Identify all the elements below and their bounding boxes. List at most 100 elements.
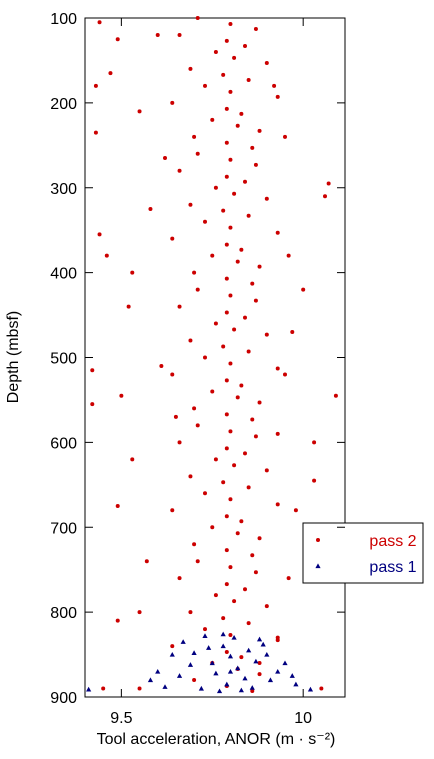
y-tick-label: 500 (50, 351, 77, 368)
data-point (239, 655, 244, 660)
data-point (188, 66, 193, 71)
data-point (238, 687, 244, 693)
y-tick-label: 100 (50, 11, 77, 28)
data-point (242, 675, 248, 681)
data-point (137, 686, 142, 691)
data-point (203, 627, 207, 632)
data-point (264, 651, 270, 657)
data-point (163, 156, 167, 161)
data-point (162, 684, 168, 689)
data-point (93, 130, 98, 135)
data-point (191, 650, 197, 655)
data-point (104, 253, 109, 258)
data-point (228, 633, 233, 638)
data-point (232, 191, 237, 196)
data-point (275, 502, 280, 507)
data-point (195, 287, 200, 292)
data-point (250, 417, 255, 422)
y-tick-label: 900 (50, 690, 77, 707)
data-point (243, 315, 247, 320)
data-point (126, 304, 131, 309)
data-point (224, 38, 229, 43)
data-point (221, 616, 226, 621)
data-point (224, 106, 229, 111)
data-point (283, 134, 287, 139)
data-point (221, 208, 226, 213)
data-point (228, 157, 233, 162)
data-point (224, 310, 229, 315)
data-point (213, 185, 218, 190)
data-point (239, 383, 244, 388)
data-point (250, 281, 255, 286)
data-point (170, 236, 175, 241)
y-axis-label: Depth (mbsf) (5, 311, 22, 403)
data-point (224, 582, 229, 587)
data-point (246, 621, 251, 626)
y-tick-label: 700 (50, 520, 77, 537)
data-point (224, 548, 229, 553)
data-point (147, 677, 154, 683)
data-point (228, 225, 233, 230)
data-point (203, 491, 207, 496)
data-point (253, 27, 258, 32)
data-point (192, 678, 197, 683)
data-point (283, 372, 287, 377)
data-point (257, 264, 262, 269)
data-point (232, 599, 237, 604)
data-point (264, 60, 269, 65)
data-point (224, 412, 229, 417)
data-point (221, 480, 226, 485)
data-point (250, 689, 255, 694)
data-point (195, 559, 200, 564)
data-point (90, 368, 95, 373)
data-point (203, 355, 207, 360)
data-point (231, 634, 237, 640)
data-point (130, 270, 135, 275)
data-point (224, 242, 229, 247)
data-point (213, 321, 218, 326)
data-point (257, 661, 262, 666)
data-point (250, 145, 255, 150)
data-point (260, 641, 266, 647)
data-point (173, 414, 178, 419)
data-point (210, 117, 215, 122)
legend-marker (315, 563, 321, 569)
data-point (286, 576, 291, 581)
legend-label: pass 1 (369, 559, 416, 576)
data-point (170, 372, 175, 377)
data-point (203, 83, 207, 88)
data-point (239, 519, 244, 524)
data-point (148, 206, 153, 211)
data-point (253, 570, 258, 575)
data-point (192, 542, 197, 547)
data-point (235, 665, 241, 671)
x-tick-label: 9.5 (110, 710, 132, 727)
data-point (253, 298, 258, 303)
data-point (195, 151, 200, 156)
data-point (257, 672, 262, 677)
data-point (198, 685, 204, 691)
data-point (224, 174, 229, 179)
data-point (290, 330, 295, 335)
data-point (195, 423, 200, 428)
data-point (216, 688, 223, 694)
data-point (256, 636, 263, 642)
data-point (228, 497, 233, 502)
data-point (275, 94, 280, 99)
data-point (224, 140, 229, 145)
data-point (192, 406, 197, 411)
data-point (202, 633, 208, 638)
data-point (177, 440, 182, 445)
data-point (224, 681, 230, 687)
data-point (203, 219, 207, 224)
x-axis-label: Tool acceleration, ANOR (m · s⁻²) (97, 731, 336, 748)
data-point (246, 485, 251, 490)
data-point (232, 463, 237, 468)
data-point (228, 89, 233, 94)
data-point (246, 213, 251, 218)
data-point (257, 128, 262, 133)
data-point (264, 196, 269, 201)
data-point (176, 673, 183, 678)
y-tick-label: 600 (50, 435, 77, 452)
data-point (155, 32, 160, 37)
